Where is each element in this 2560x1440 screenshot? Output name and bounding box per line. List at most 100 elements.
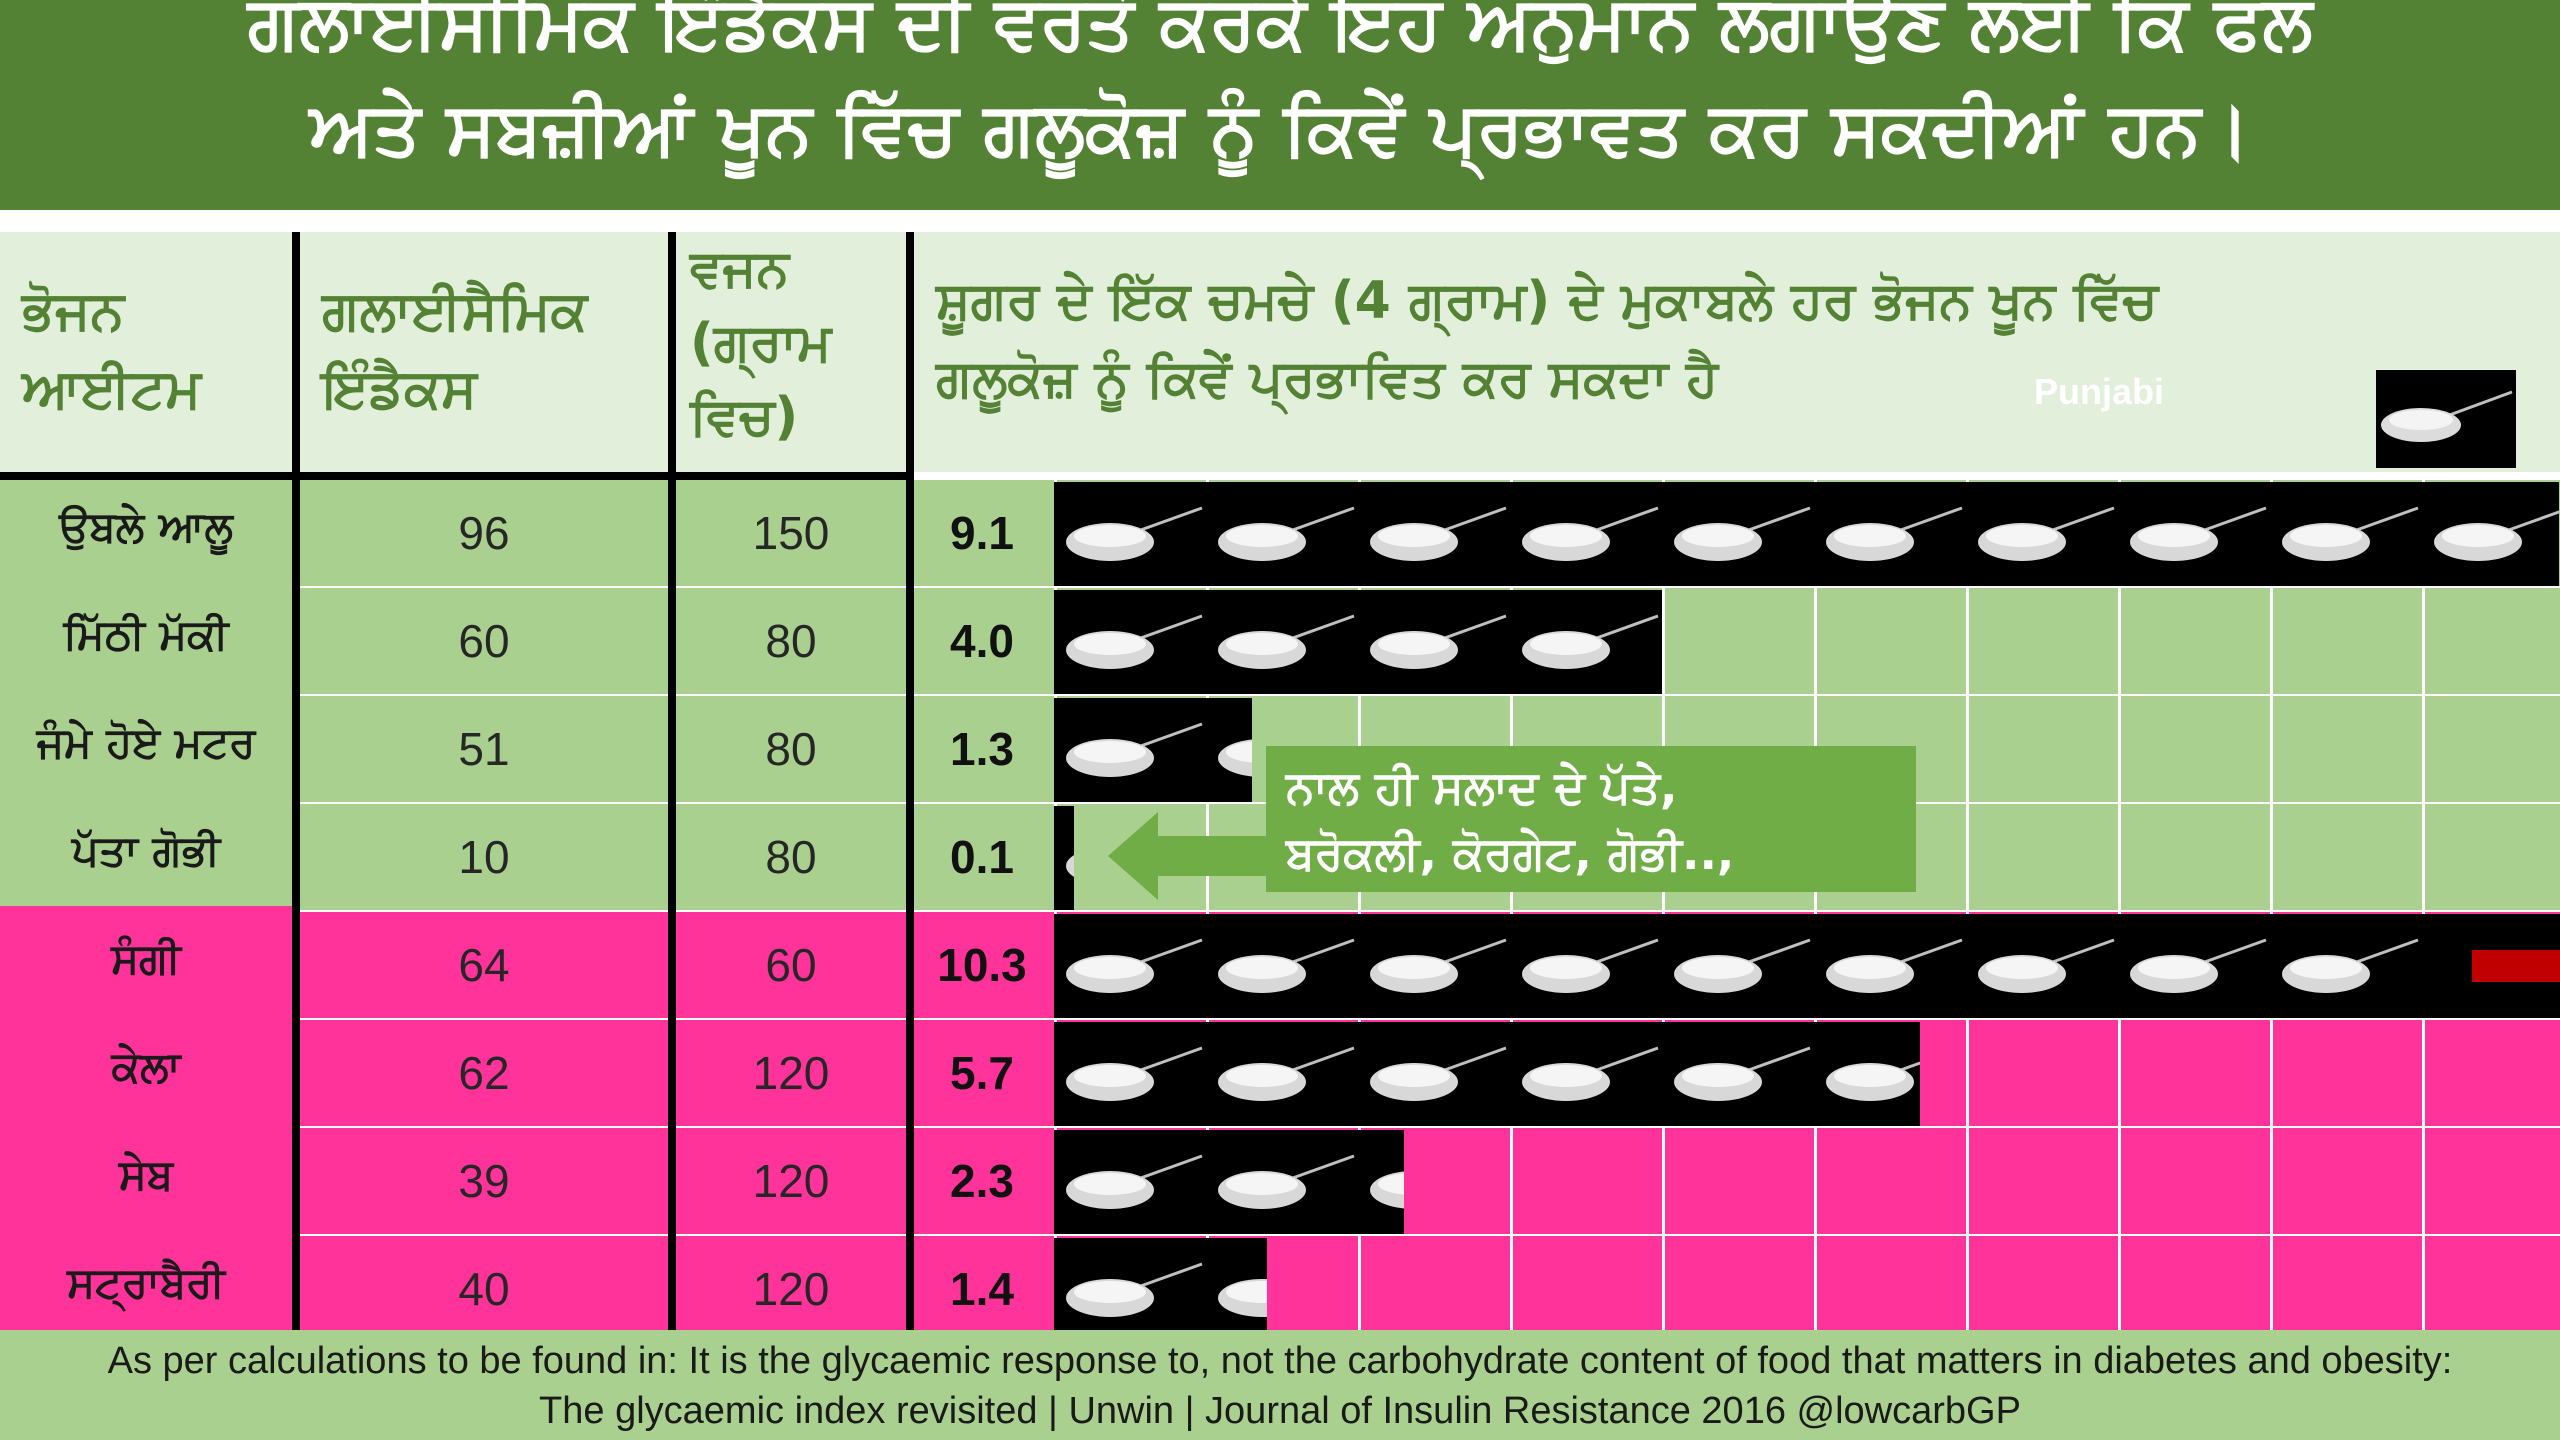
header-gi: ਗਲਾਈਸੈਮਿਕ ਇੰਡੈਕਸ <box>300 232 668 472</box>
grid-line <box>1966 696 1969 804</box>
spoon-mark <box>1054 1130 1206 1234</box>
food-cell: ਸੰਗੀ <box>0 906 292 1012</box>
watermark-label: Punjabi <box>2034 371 2165 412</box>
spoon-mark <box>1054 590 1206 694</box>
spoon-icon <box>1054 1022 1206 1126</box>
spoon-icon <box>1054 1238 1206 1342</box>
title-banner: ਗਲਾਈਸੀਮਿਕ ਇੰਡੈਕਸ ਦੀ ਵਰਤੋਂ ਕਰਕੇ ਇਹ ਅਨੁਮਾਨ… <box>0 0 2560 210</box>
spoon-icon <box>1358 914 1510 1018</box>
grid-line <box>1814 588 1817 696</box>
equivalent-cell: 4.0 <box>914 588 1050 694</box>
spoon-icon <box>1358 482 1510 586</box>
grid-line <box>2270 1128 2273 1236</box>
grid-line <box>2118 1236 2121 1344</box>
spoon-mark <box>1054 1022 1206 1126</box>
spoon-icon <box>2118 482 2270 586</box>
note-line-2: ਬਰੋਕਲੀ, ਕੋਰਗੇਟ, ਗੋਭੀ.., <box>1286 826 1735 880</box>
spoon-icon <box>1358 1022 1510 1126</box>
spoon-icon <box>1814 482 1966 586</box>
spoon-mark-partial <box>1814 1022 1920 1126</box>
spoon-mark <box>1358 482 1510 586</box>
spoon-mark-partial <box>1206 1238 1267 1342</box>
spoon-mark <box>1814 482 1966 586</box>
footer-line-1: As per calculations to be found in: It i… <box>107 1340 2453 1382</box>
footer-line-2: The glycaemic index revisited | Unwin | … <box>539 1390 2021 1432</box>
gi-cell: 39 <box>300 1128 668 1234</box>
spoon-icon <box>2381 390 2513 442</box>
spoon-icon <box>1054 482 1206 586</box>
spoon-mark <box>2270 482 2422 586</box>
legend-spoon <box>2376 370 2516 468</box>
equivalent-cell: 10.3 <box>914 912 1050 1018</box>
header-food-line-1: ਭੋਜਨ <box>22 279 125 342</box>
gi-cell: 96 <box>300 480 668 586</box>
spoon-icon <box>1662 482 1814 586</box>
spoon-mark <box>1510 914 1662 1018</box>
column-divider <box>906 232 914 1344</box>
grid-line <box>1966 588 1969 696</box>
header-gi-line-1: ਗਲਾਈਸੈਮਿਕ <box>322 279 588 342</box>
food-cell: ਸੇਬ <box>0 1122 292 1228</box>
grid-line <box>2270 804 2273 912</box>
grid-line <box>1510 1236 1513 1344</box>
gi-cell: 40 <box>300 1236 668 1342</box>
left-arrow <box>1108 812 1276 900</box>
grid-line <box>2270 588 2273 696</box>
grid-line <box>2118 1128 2121 1236</box>
spoon-icon <box>1966 482 2118 586</box>
grid-line <box>1966 804 1969 912</box>
spoon-icon <box>1206 698 1252 802</box>
spoon-icon <box>1510 914 1662 1018</box>
header-weight-line-3: ਵਿਚ) <box>690 387 799 447</box>
spoon-mark <box>1054 698 1206 802</box>
spoon-icon <box>1206 590 1358 694</box>
note-box: ਨਾਲ ਹੀ ਸਲਾਦ ਦੇ ਪੱਤੇ, ਬਰੋਕਲੀ, ਕੋਰਗੇਟ, ਗੋਭ… <box>1266 746 1916 892</box>
grid-line <box>1662 1236 1665 1344</box>
spoon-icon <box>1966 914 2118 1018</box>
equivalent-cell: 9.1 <box>914 480 1050 586</box>
spoon-mark <box>1206 914 1358 1018</box>
gi-cell: 10 <box>300 804 668 910</box>
grid-line <box>1662 588 1665 696</box>
spoon-mark <box>2270 914 2422 1018</box>
grid-line <box>2422 696 2425 804</box>
grid-line <box>2118 804 2121 912</box>
grid-line <box>1662 1128 1665 1236</box>
gi-cell: 51 <box>300 696 668 802</box>
spoon-mark <box>1662 1022 1814 1126</box>
spoon-mark <box>1510 590 1662 694</box>
spoon-mark-partial <box>2422 482 2559 586</box>
spoon-mark <box>1206 482 1358 586</box>
title-line-1: ਗਲਾਈਸੀਮਿਕ ਇੰਡੈਕਸ ਦੀ ਵਰਤੋਂ ਕਰਕੇ ਇਹ ਅਨੁਮਾਨ… <box>247 0 2313 66</box>
food-cell: ਪੱਤਾ ਗੋਭੀ <box>0 798 292 904</box>
column-divider <box>668 232 676 1344</box>
spoon-mark <box>1358 1022 1510 1126</box>
spoon-icon <box>1206 482 1358 586</box>
grid-line <box>2422 1128 2425 1236</box>
grid-line <box>2118 1020 2121 1128</box>
spoon-icon <box>2422 482 2559 586</box>
spoon-icon <box>1054 806 1074 910</box>
spoon-icon <box>1358 590 1510 694</box>
weight-cell: 120 <box>676 1128 906 1234</box>
header-food-line-2: ਆਈਟਮ <box>22 357 202 420</box>
grid-line <box>2422 588 2425 696</box>
spoon-mark <box>1206 1130 1358 1234</box>
weight-cell: 120 <box>676 1236 906 1342</box>
grid-line <box>2118 588 2121 696</box>
spoon-icon <box>1206 1238 1267 1342</box>
grid-line <box>1966 1128 1969 1236</box>
grid-line <box>1966 1020 1969 1128</box>
grid-line <box>2422 804 2425 912</box>
gi-cell: 64 <box>300 912 668 1018</box>
spoon-icon <box>1054 1130 1206 1234</box>
title-line-2: ਅਤੇ ਸਬਜ਼ੀਆਂ ਖੂਨ ਵਿੱਚ ਗਲੂਕੋਜ਼ ਨੂੰ ਕਿਵੇਂ ਪ… <box>309 86 2251 172</box>
spoon-icon <box>1054 590 1206 694</box>
equivalent-cell: 0.1 <box>914 804 1050 910</box>
weight-cell: 80 <box>676 696 906 802</box>
spoon-mark <box>1206 1022 1358 1126</box>
grid-line <box>1814 1128 1817 1236</box>
spoon-icon <box>1206 914 1358 1018</box>
gi-cell: 62 <box>300 1020 668 1126</box>
column-divider <box>292 232 300 1344</box>
